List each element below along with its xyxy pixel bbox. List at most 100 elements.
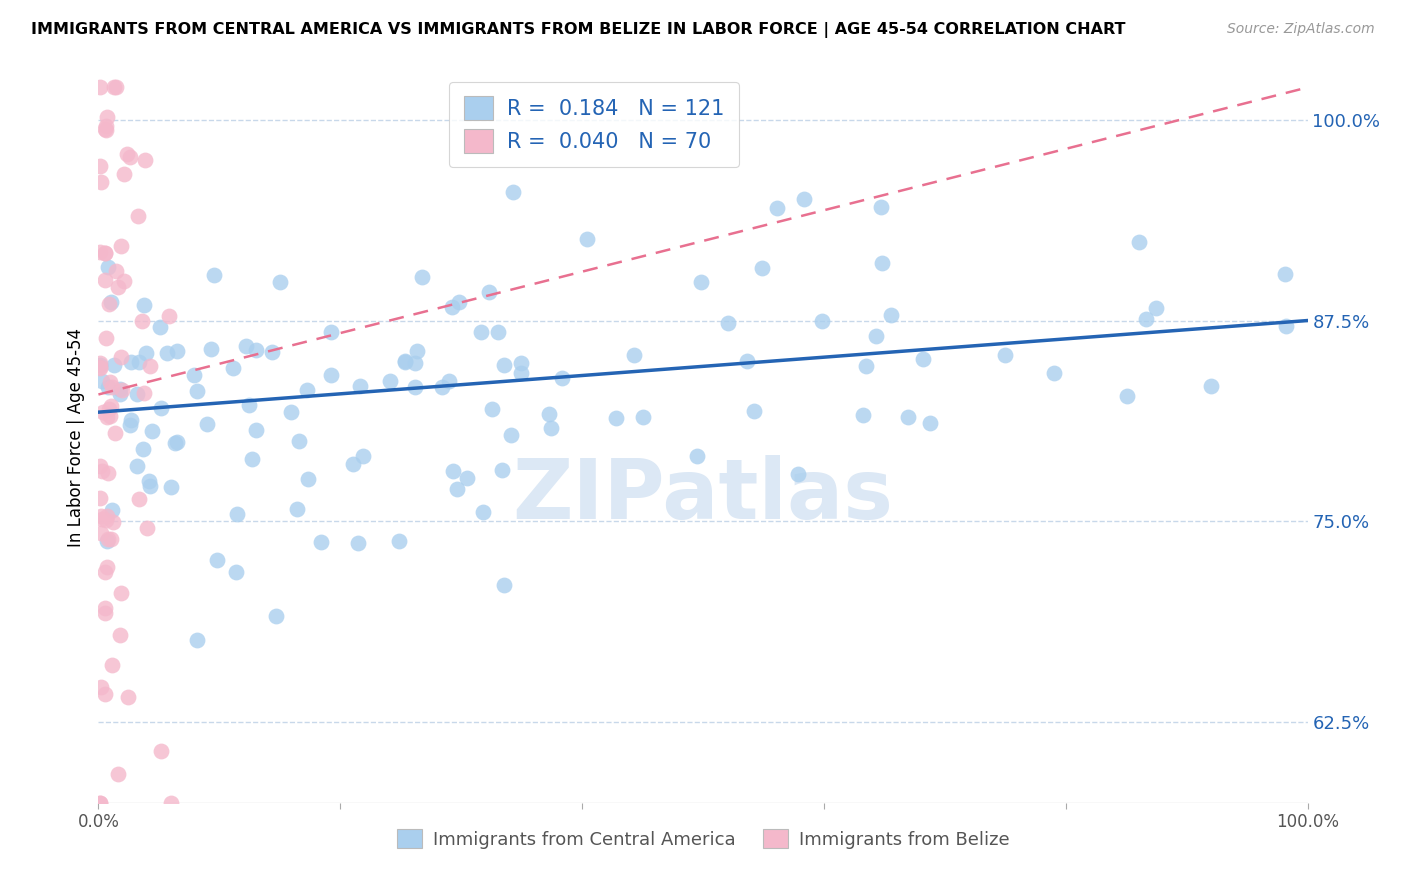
- Point: [880, 308, 903, 322]
- Point: [157, 309, 180, 323]
- Point: [117, 690, 139, 704]
- Point: [165, 436, 187, 450]
- Point: [538, 407, 561, 421]
- Point: [94, 122, 117, 136]
- Point: [111, 383, 134, 397]
- Point: [91, 511, 114, 525]
- Point: [441, 464, 464, 478]
- Point: [200, 342, 222, 356]
- Point: [481, 402, 503, 417]
- Point: [104, 426, 127, 441]
- Point: [159, 796, 181, 810]
- Point: [766, 201, 789, 215]
- Point: [115, 146, 138, 161]
- Point: [100, 399, 122, 413]
- Point: [89, 356, 111, 370]
- Point: [127, 387, 149, 401]
- Point: [90, 680, 112, 694]
- Point: [195, 417, 218, 431]
- Point: [150, 744, 173, 758]
- Point: [394, 355, 416, 369]
- Point: [156, 346, 179, 360]
- Point: [404, 356, 426, 370]
- Point: [89, 245, 111, 260]
- Point: [285, 501, 308, 516]
- Point: [404, 379, 426, 393]
- Point: [631, 409, 654, 424]
- Point: [260, 345, 283, 359]
- Point: [865, 328, 887, 343]
- Point: [89, 160, 111, 174]
- Point: [1135, 312, 1157, 326]
- Point: [456, 471, 478, 485]
- Point: [132, 442, 155, 456]
- Point: [1274, 318, 1296, 333]
- Point: [90, 508, 112, 523]
- Point: [141, 424, 163, 438]
- Point: [319, 368, 342, 382]
- Point: [742, 404, 765, 418]
- Point: [97, 260, 120, 274]
- Point: [120, 417, 142, 432]
- Point: [91, 405, 114, 419]
- Point: [920, 416, 942, 430]
- Point: [994, 348, 1017, 362]
- Point: [411, 269, 433, 284]
- Point: [94, 272, 117, 286]
- Point: [96, 534, 118, 549]
- Point: [735, 353, 758, 368]
- Legend: Immigrants from Central America, Immigrants from Belize: Immigrants from Central America, Immigra…: [389, 822, 1017, 856]
- Point: [793, 192, 815, 206]
- Point: [240, 451, 263, 466]
- Point: [108, 382, 131, 396]
- Point: [352, 450, 374, 464]
- Point: [811, 314, 834, 328]
- Point: [311, 534, 333, 549]
- Point: [394, 354, 416, 368]
- Point: [623, 348, 645, 362]
- Point: [440, 301, 463, 315]
- Point: [103, 358, 125, 372]
- Point: [107, 279, 129, 293]
- Point: [89, 796, 111, 810]
- Point: [852, 408, 875, 422]
- Point: [235, 339, 257, 353]
- Point: [120, 355, 142, 369]
- Point: [491, 463, 513, 477]
- Point: [295, 383, 318, 397]
- Point: [98, 297, 121, 311]
- Point: [112, 274, 135, 288]
- Point: [136, 521, 159, 535]
- Point: [911, 352, 934, 367]
- Point: [897, 410, 920, 425]
- Point: [1274, 267, 1296, 281]
- Point: [110, 239, 132, 253]
- Point: [446, 482, 468, 496]
- Point: [280, 405, 302, 419]
- Point: [406, 343, 429, 358]
- Point: [183, 368, 205, 383]
- Point: [110, 586, 132, 600]
- Point: [1128, 235, 1150, 250]
- Point: [869, 200, 891, 214]
- Point: [120, 413, 142, 427]
- Point: [166, 434, 188, 449]
- Point: [470, 325, 492, 339]
- Point: [90, 374, 112, 388]
- Point: [319, 325, 342, 339]
- Point: [751, 260, 773, 275]
- Point: [97, 467, 120, 481]
- Point: [605, 410, 627, 425]
- Point: [89, 80, 111, 95]
- Point: [160, 479, 183, 493]
- Point: [787, 467, 810, 481]
- Point: [486, 325, 509, 339]
- Point: [540, 421, 562, 435]
- Text: ZIPatlas: ZIPatlas: [513, 455, 893, 536]
- Point: [97, 532, 120, 546]
- Point: [103, 515, 125, 529]
- Point: [576, 232, 599, 246]
- Point: [447, 294, 470, 309]
- Point: [245, 343, 267, 357]
- Point: [89, 796, 111, 810]
